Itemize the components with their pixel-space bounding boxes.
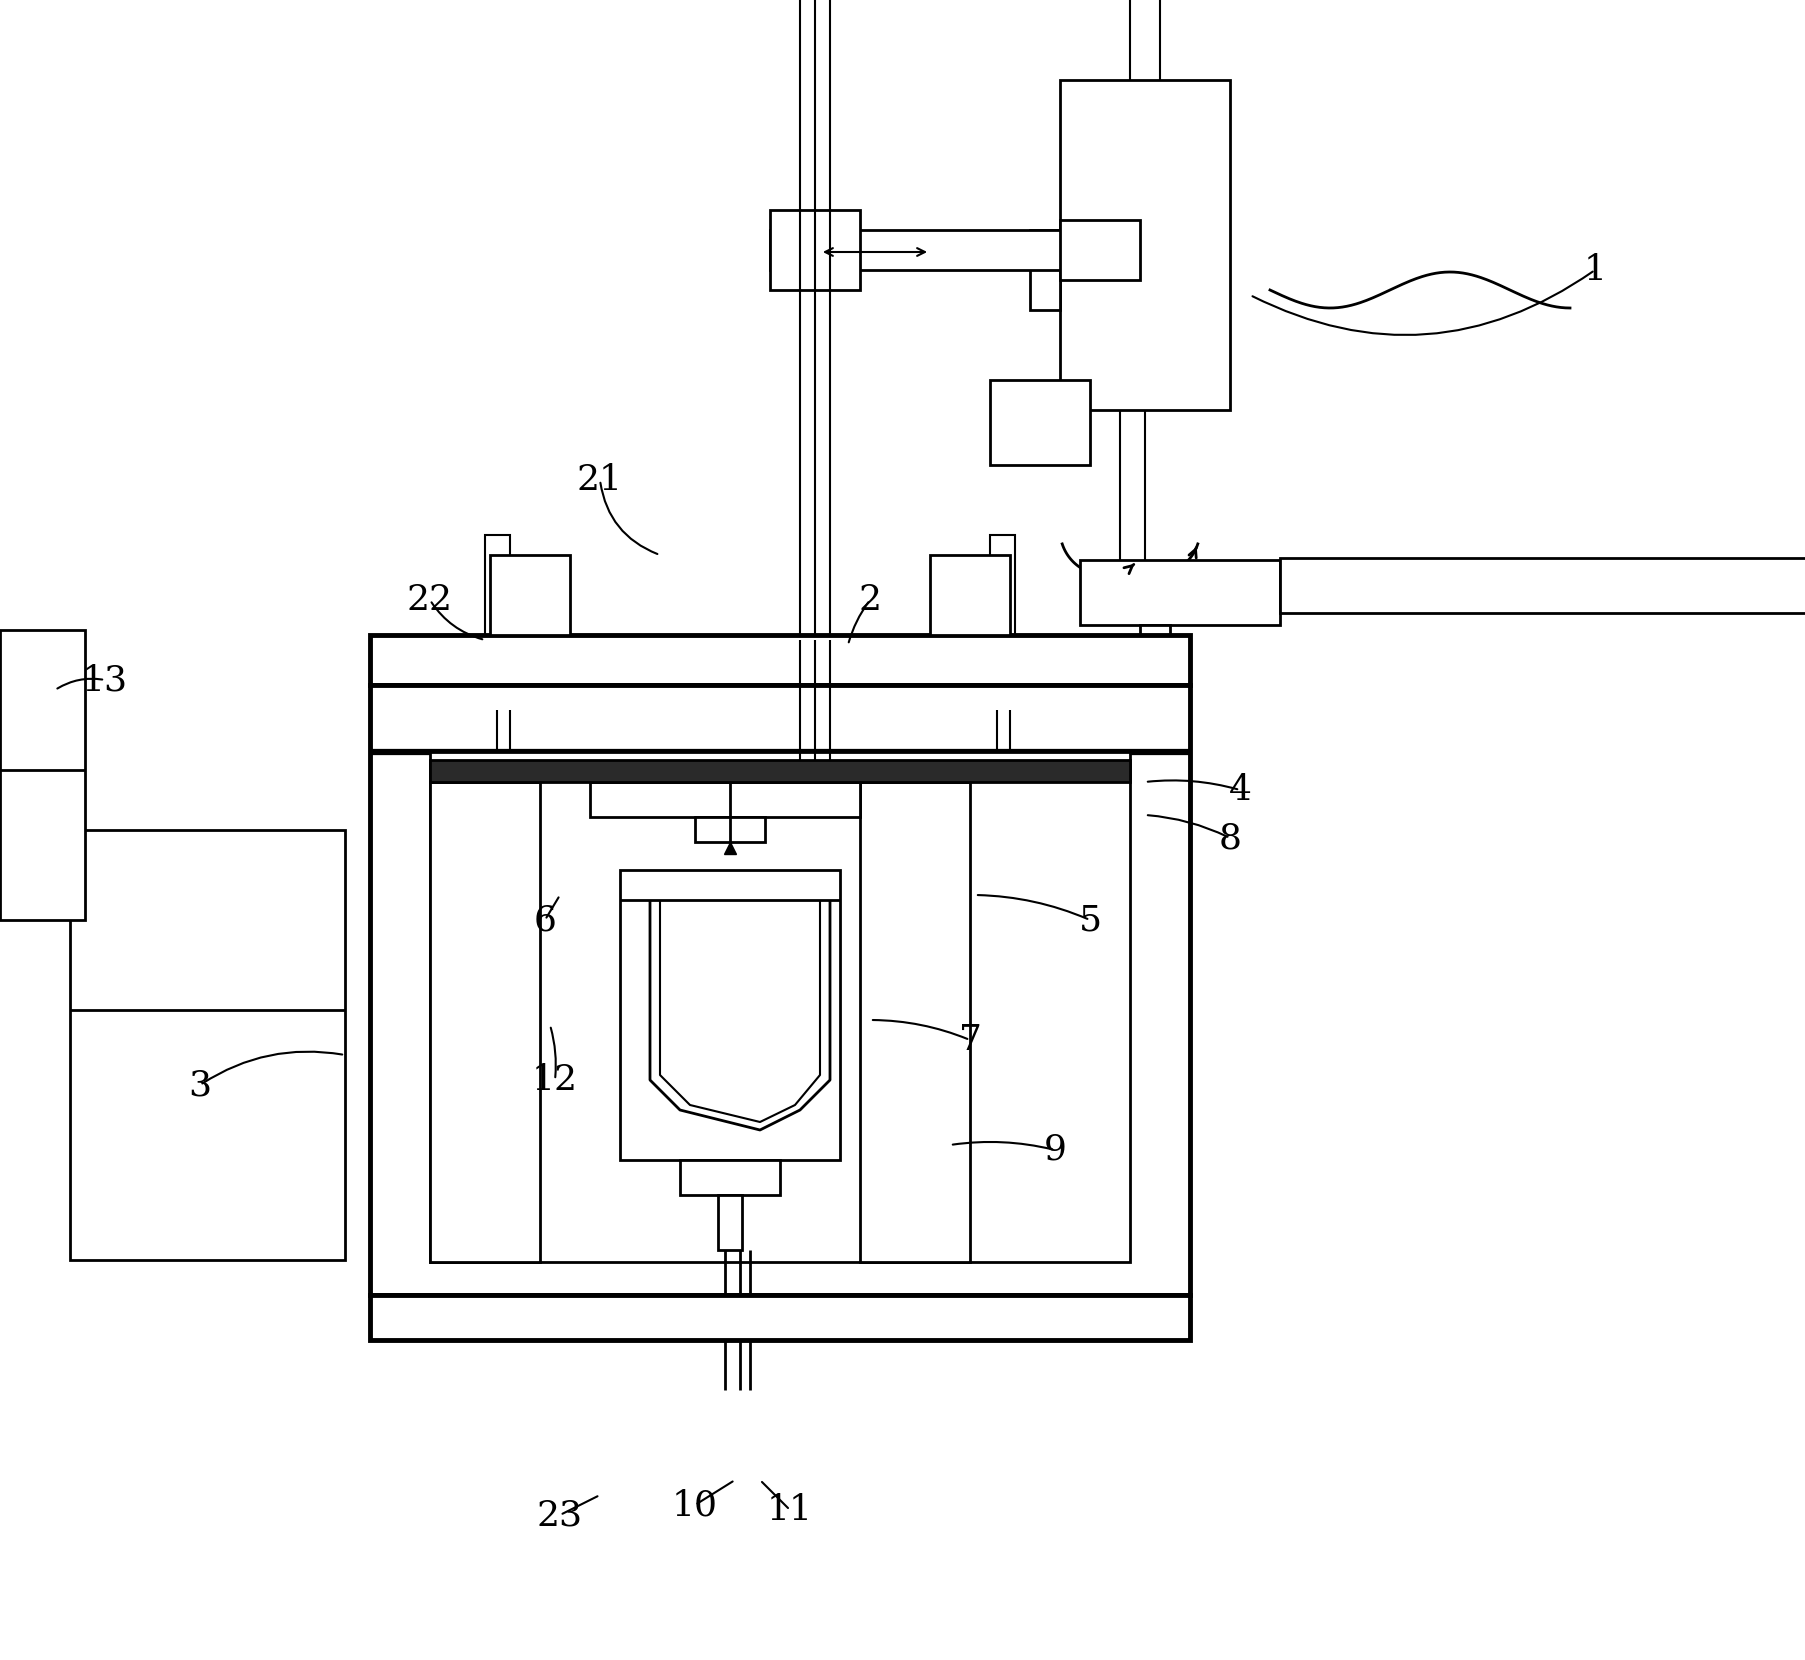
Bar [370,1295,1189,1340]
Bar [430,752,1130,1262]
Bar [619,870,839,1160]
Text: 8: 8 [1218,822,1240,855]
Text: 6: 6 [532,903,556,936]
Bar [1029,231,1060,310]
Bar [989,535,1014,710]
Text: 1: 1 [1583,252,1606,287]
Bar [370,686,1189,1295]
Text: 21: 21 [576,463,623,496]
Text: 23: 23 [536,1497,583,1532]
Bar [1060,221,1139,281]
Bar [718,1195,742,1250]
Bar [430,782,540,1262]
Bar [1079,559,1280,626]
Bar [489,686,570,710]
Bar [930,554,1009,636]
Bar [370,636,1189,686]
Bar [1060,80,1229,410]
Text: 4: 4 [1227,774,1251,807]
Text: 5: 5 [1078,903,1101,936]
Text: 13: 13 [81,662,128,697]
Bar [695,817,765,842]
Bar [930,686,1009,710]
Bar [680,1160,780,1195]
Text: 12: 12 [532,1062,578,1097]
Bar [989,380,1090,465]
Text: 3: 3 [188,1067,211,1102]
Bar [0,631,85,920]
Bar [1280,558,1805,613]
Bar [70,830,345,1260]
Bar [769,211,859,290]
Bar [489,554,570,636]
Text: 22: 22 [406,583,453,618]
Text: 9: 9 [1043,1134,1065,1167]
Text: 10: 10 [671,1487,718,1522]
Text: 11: 11 [767,1492,812,1527]
Bar [486,535,509,710]
Bar [859,782,969,1262]
Text: 7: 7 [958,1023,980,1057]
Text: 2: 2 [857,583,881,618]
Bar [769,231,1090,271]
Bar [1139,626,1170,725]
Bar [430,760,1130,782]
Bar [590,782,859,817]
